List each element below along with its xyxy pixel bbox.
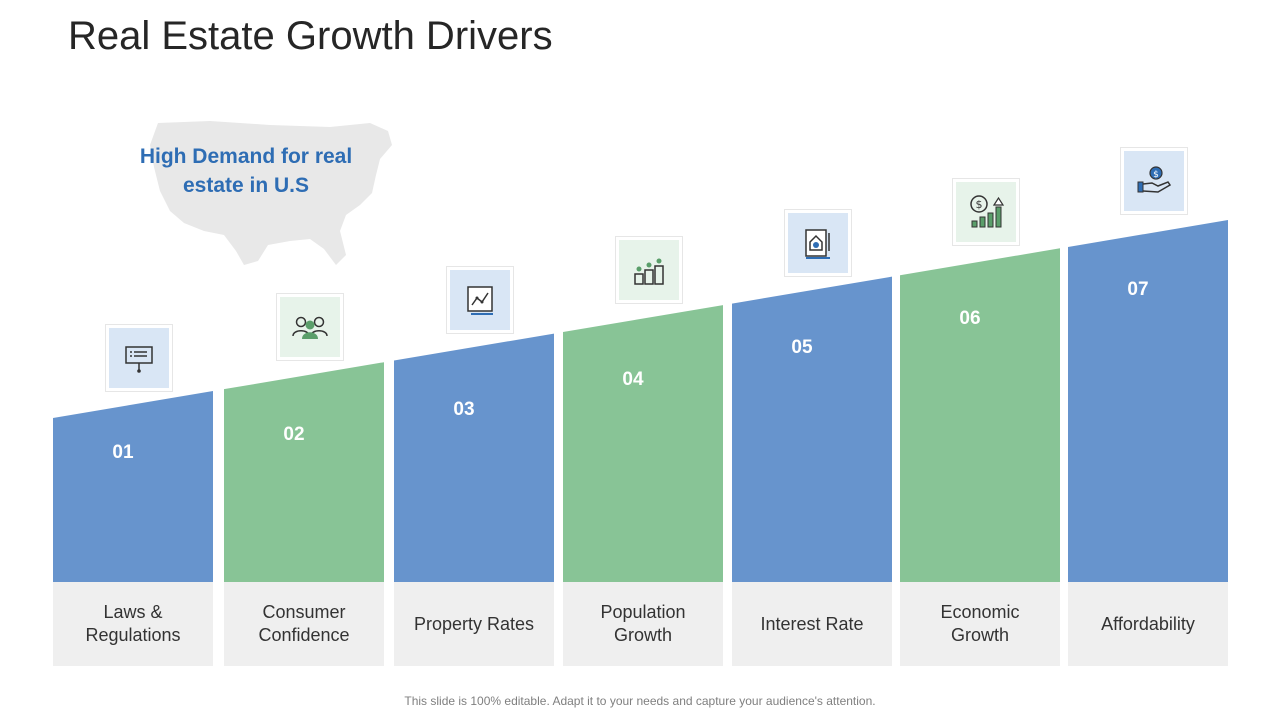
driver-label-box: Consumer Confidence (224, 582, 384, 666)
driver-icon-box (446, 266, 514, 334)
driver-number: 04 (622, 369, 644, 390)
driver-icon-box (105, 324, 173, 392)
driver-bar-04 (563, 305, 723, 582)
driver-bar-06 (900, 248, 1060, 582)
driver-label: Consumer Confidence (258, 602, 350, 645)
dollar-growth-icon: $ (956, 182, 1016, 242)
driver-label-box: Property Rates (394, 582, 554, 666)
driver-bar-03 (394, 333, 554, 582)
svg-text:$: $ (976, 198, 983, 211)
presentation-board-icon (109, 328, 169, 388)
driver-number: 07 (1127, 279, 1149, 300)
driver-icon-box: $ (1120, 147, 1188, 215)
driver-icon-box: $ (952, 178, 1020, 246)
driver-icon-box (615, 236, 683, 304)
driver-bar-01 (53, 391, 213, 582)
driver-label: Laws & Regulations (85, 602, 181, 645)
callout-text: High Demand for real estate in U.S (139, 145, 353, 197)
footer-note: This slide is 100% editable. Adapt it to… (404, 694, 876, 708)
driver-icon-box (276, 293, 344, 361)
driver-label: Economic Growth (940, 602, 1020, 645)
slide-title: Real Estate Growth Drivers (68, 14, 553, 58)
driver-label: Population Growth (600, 602, 686, 645)
driver-number: 03 (453, 399, 475, 420)
driver-number: 05 (791, 337, 813, 358)
people-group-icon (280, 297, 340, 357)
driver-number: 01 (112, 442, 134, 463)
driver-label-box: Laws & Regulations (53, 582, 213, 666)
house-document-icon (788, 213, 848, 273)
population-bars-icon (619, 240, 679, 300)
svg-text:$: $ (1153, 170, 1159, 180)
driver-bar-07 (1068, 220, 1228, 582)
hand-coin-icon: $ (1124, 151, 1184, 211)
us-map-silhouette (150, 121, 392, 265)
driver-label-box: Affordability (1068, 582, 1228, 666)
driver-bar-05 (732, 276, 892, 582)
driver-label-box: Interest Rate (732, 582, 892, 666)
driver-label: Property Rates (413, 613, 535, 634)
driver-label: Interest Rate (760, 613, 864, 634)
driver-bar-02 (224, 362, 384, 582)
driver-label-box: Population Growth (563, 582, 723, 666)
driver-number: 02 (283, 424, 305, 445)
rate-chart-icon (450, 270, 510, 330)
driver-label: Affordability (1101, 613, 1195, 634)
driver-label-box: Economic Growth (900, 582, 1060, 666)
driver-number: 06 (959, 308, 981, 329)
driver-icon-box (784, 209, 852, 277)
